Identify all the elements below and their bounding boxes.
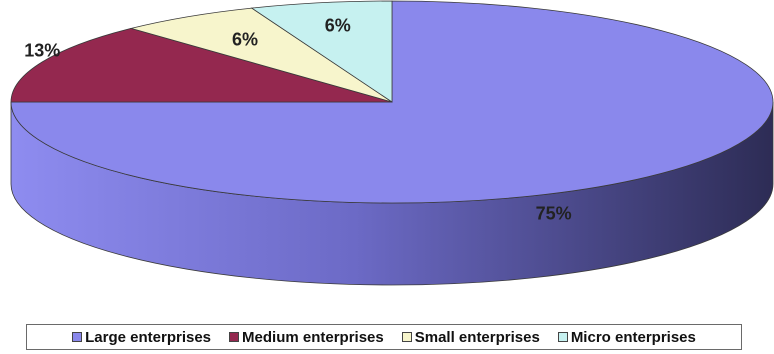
legend: Large enterprises Medium enterprises Sma… — [26, 324, 742, 350]
pie-data-labels: 75% 13% 6% 6% — [24, 15, 571, 223]
legend-label-micro: Micro enterprises — [570, 328, 696, 346]
legend-item-small: Small enterprises — [401, 328, 540, 346]
legend-label-large: Large enterprises — [85, 328, 212, 346]
data-label-small: 6% — [232, 29, 258, 49]
legend-swatch-micro — [557, 332, 568, 342]
legend-item-large: Large enterprises — [72, 329, 211, 346]
legend-item-micro: Micro enterprises — [557, 328, 696, 346]
legend-item-medium: Medium enterprises — [229, 329, 384, 346]
legend-label-small: Small enterprises — [414, 328, 540, 346]
legend-swatch-medium — [229, 332, 240, 342]
data-label-micro: 6% — [325, 15, 351, 35]
pie-top-slices — [10, 0, 774, 204]
data-label-large: 75% — [536, 203, 572, 223]
data-label-medium: 13% — [24, 41, 60, 61]
pie-slice-medium — [10, 27, 393, 103]
pie-slice-micro — [250, 0, 393, 103]
legend-swatch-small — [401, 332, 412, 342]
legend-swatch-large — [72, 332, 83, 342]
legend-label-medium: Medium enterprises — [242, 328, 384, 346]
pie-slice-small — [129, 7, 393, 103]
pie-chart: 75% 13% 6% 6% — [10, 0, 774, 286]
